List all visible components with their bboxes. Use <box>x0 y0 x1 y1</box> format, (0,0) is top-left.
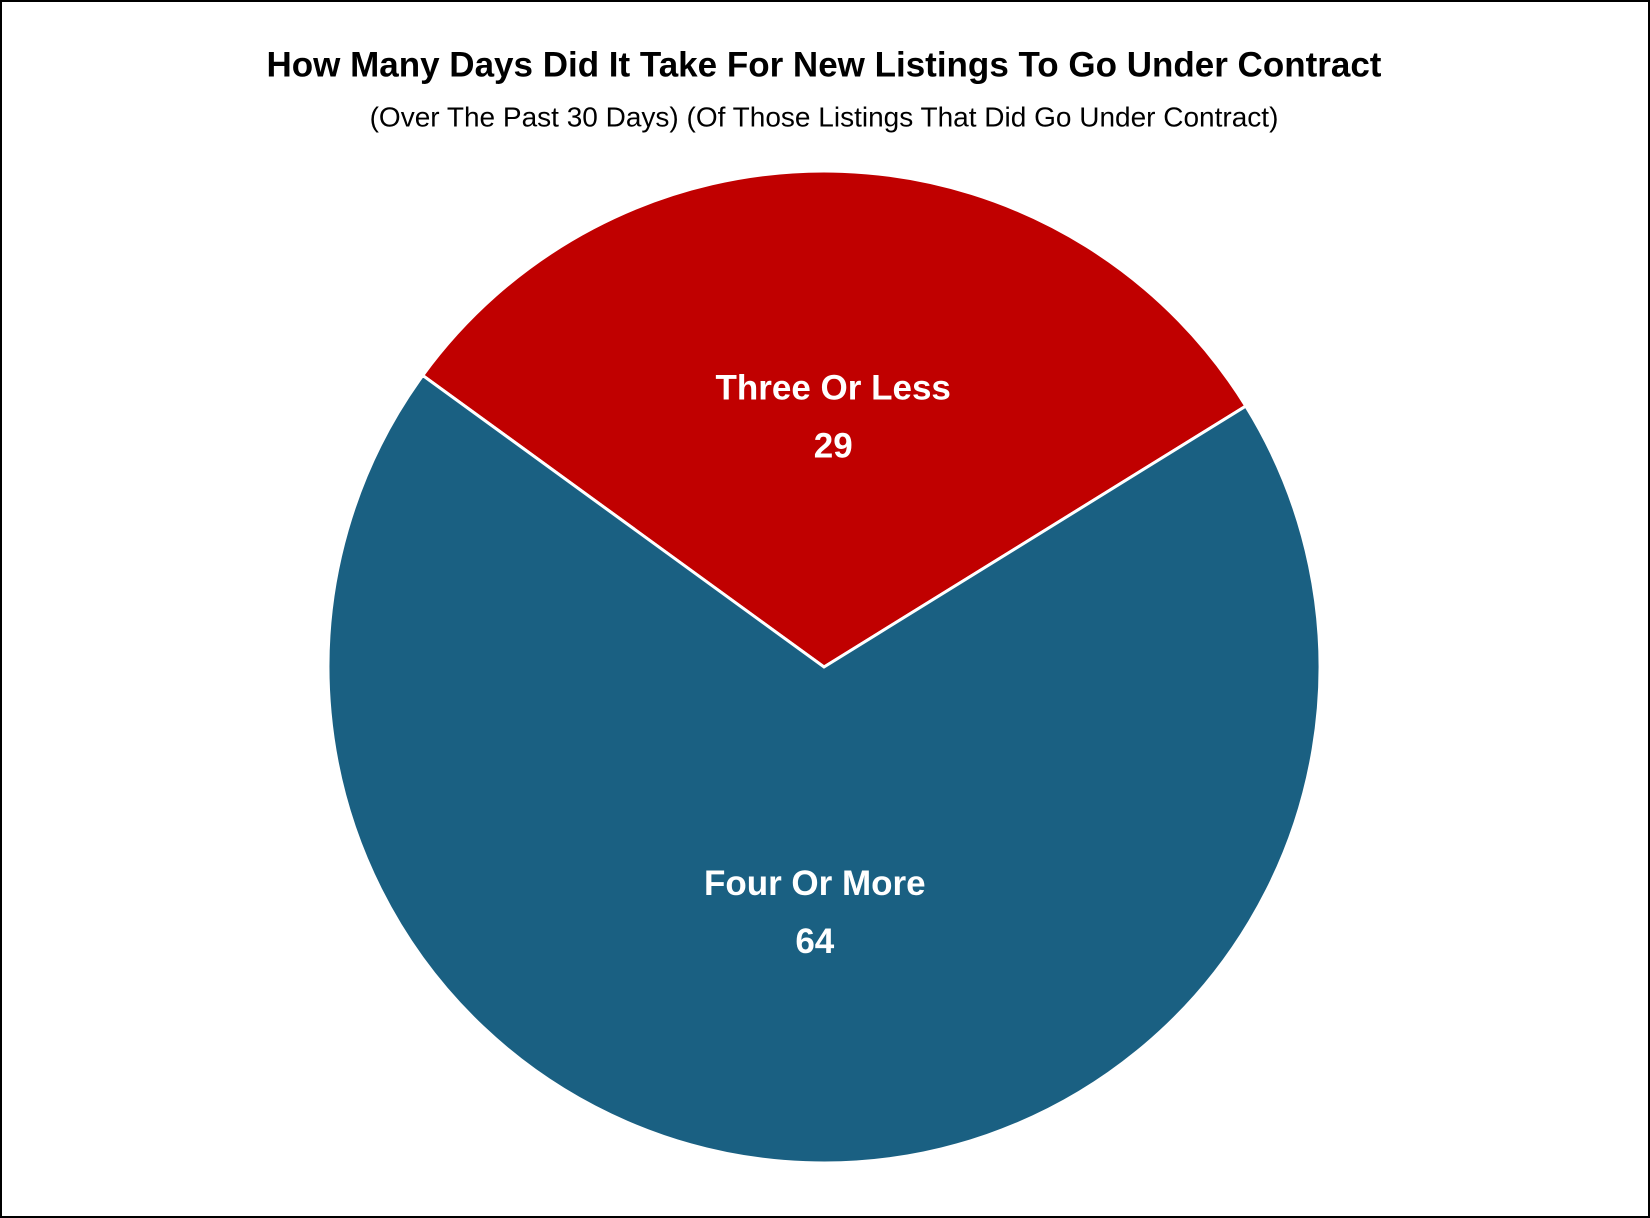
pie-slice <box>420 169 1248 669</box>
chart-subtitle: (Over The Past 30 Days) (Of Those Listin… <box>370 101 1279 132</box>
pie-slice <box>326 373 1322 1165</box>
slice-value-label: 64 <box>795 922 834 961</box>
slice-value-label: 29 <box>814 426 853 465</box>
pie: Three Or Less 29 Four Or More 64 <box>326 169 1322 1165</box>
slice-category-label: Three Or Less <box>716 368 951 407</box>
slice-category-label: Four Or More <box>704 864 926 903</box>
chart-title: How Many Days Did It Take For New Listin… <box>267 45 1382 84</box>
